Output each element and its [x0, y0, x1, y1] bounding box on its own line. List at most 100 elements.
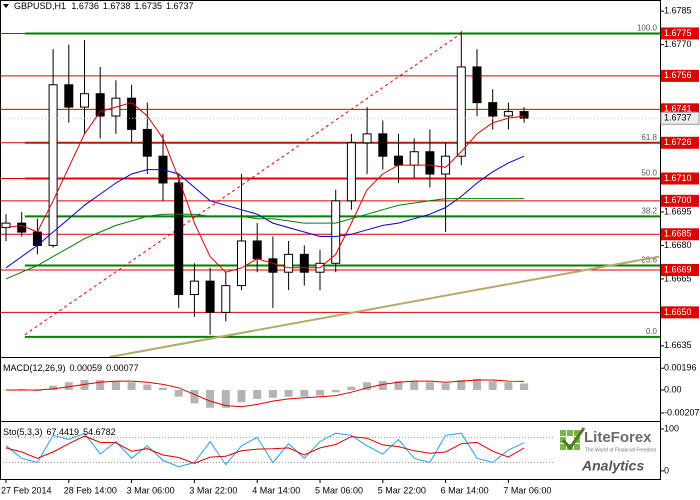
level-label: 1.6756 [664, 70, 692, 80]
y-tick-label: 0.00 [664, 384, 682, 394]
plot-layer: 1.6785 1.6770 1.6695 1.6680 1.6665 1.6635 100.… [0, 6, 700, 475]
y-tick-label: -0.00207 [664, 407, 700, 417]
macd-bar [80, 380, 89, 390]
dropdown-icon [3, 4, 9, 8]
macd-bar [64, 382, 73, 390]
candle-body [284, 253, 294, 273]
candle-body [456, 66, 466, 157]
macd-bar [488, 381, 497, 390]
candle-body [48, 84, 58, 246]
macd-bar [378, 381, 387, 390]
x-tick-label: 3 Mar 22:00 [189, 485, 237, 495]
moving-average [5, 102, 525, 273]
macd-bar [520, 383, 529, 390]
candle-body [142, 128, 152, 157]
macd-bar [33, 390, 42, 392]
level-box [661, 69, 699, 82]
macd-bar [159, 387, 167, 390]
level-box [661, 228, 699, 241]
level-box [661, 194, 699, 207]
candle-body [127, 97, 137, 130]
watermark: LiteForex The World of Financial Freedom… [554, 423, 659, 478]
level-label: 1.6650 [664, 307, 692, 317]
candle-body [64, 84, 74, 108]
macd-bar [441, 383, 450, 390]
macd-bar [96, 380, 105, 390]
x-tick-label: 27 Feb 2014 [1, 485, 52, 495]
candle-body [331, 200, 341, 264]
macd-signal-value: 0.00077 [106, 363, 139, 373]
candle-body [299, 253, 309, 273]
moving-average [5, 198, 525, 280]
macd-bar [268, 390, 277, 398]
header-low: 1.6735 [134, 1, 162, 11]
fib-label: 61.8 [641, 133, 657, 142]
macd-bar [331, 390, 340, 393]
macd-bar [190, 390, 199, 404]
candle-body [378, 133, 388, 157]
macd-bar [473, 378, 481, 390]
level-box [661, 263, 699, 276]
y-tick-label: 1.6680 [664, 240, 692, 250]
logo-check [561, 427, 586, 451]
candle-body [174, 182, 184, 296]
last-price-box [660, 111, 700, 125]
macd-bar [17, 388, 26, 390]
macd-bar [253, 390, 262, 399]
x-tick-label: 28 Feb 14:00 [64, 485, 117, 495]
fib-label: 0.0 [646, 327, 658, 336]
stoch-title: Sto(5,3,3) [3, 427, 43, 437]
stoch-header: Sto(5,3,3) 67.4419 54.6782 [3, 427, 116, 437]
x-tick-label: 5 Mar 22:00 [378, 485, 426, 495]
macd-bar [206, 390, 215, 408]
macd-title: MACD(12,26,9) [3, 363, 66, 373]
header-close: 1.6737 [166, 1, 194, 11]
candle-body [205, 280, 215, 313]
logo-name: LiteForex [584, 429, 652, 446]
x-tick-label: 7 Mar 06:00 [503, 485, 551, 495]
x-tick-label: 3 Mar 06:00 [127, 485, 175, 495]
macd-bar [425, 382, 434, 390]
candle-body [268, 258, 278, 273]
macd-header: MACD(12,26,9) 0.00059 0.00077 [3, 363, 139, 373]
candle-body [488, 102, 498, 117]
macd-bar [111, 381, 120, 390]
candle-body [409, 151, 419, 166]
x-tick-label: 5 Mar 06:00 [315, 485, 363, 495]
level-box [661, 27, 699, 40]
level-label: 1.6700 [664, 195, 692, 205]
candle-body [472, 66, 482, 104]
candle-body [362, 133, 372, 144]
macd-bar [49, 385, 58, 390]
y-tick-label: 0.00196 [664, 363, 697, 373]
x-tick-label: 6 Mar 14:00 [441, 485, 489, 495]
macd-main-value: 0.00059 [70, 363, 103, 373]
candle-body [189, 280, 199, 296]
logo-tagline: The World of Financial Freedom [585, 447, 656, 453]
trendline [24, 33, 462, 336]
candle-body [346, 142, 356, 202]
last-price-label: 1.6737 [664, 113, 692, 123]
macd-bar [410, 381, 419, 390]
candle-body [17, 222, 27, 233]
level-label: 1.6710 [664, 173, 692, 183]
macd-bar [504, 382, 513, 390]
macd-bar [221, 390, 230, 408]
symbol-title: GBPUSD,H1 [14, 1, 66, 11]
level-label: 1.6685 [664, 229, 692, 239]
y-tick-label: 1.6665 [664, 273, 692, 283]
level-box [661, 306, 699, 319]
macd-bar [363, 382, 372, 390]
candle-body [425, 151, 435, 175]
macd-bar [127, 382, 136, 390]
y-tick-label: 100 [664, 423, 679, 433]
level-label: 1.6669 [664, 264, 692, 274]
candle-body [237, 240, 246, 287]
candle-body [95, 93, 105, 117]
level-label: 1.6726 [664, 137, 692, 147]
macd-bar [284, 390, 293, 397]
trendline [109, 255, 660, 358]
chart-header: GBPUSD,H1 1.6736 1.6738 1.6735 1.6737 [14, 1, 193, 11]
macd-bar [347, 386, 356, 390]
candle-body [503, 111, 513, 117]
